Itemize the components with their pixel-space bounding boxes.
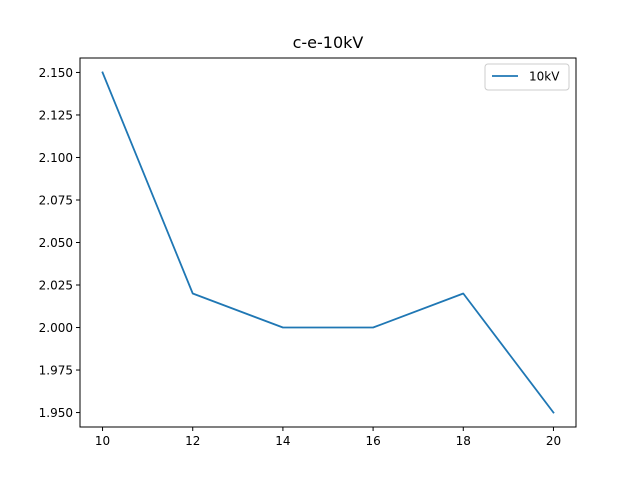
plot-frame [79, 57, 577, 428]
y-axis-ticks: 1.950 1.975 2.000 2.025 2.050 2.075 2.100 2.125… [39, 66, 80, 420]
plot-area [80, 58, 576, 427]
y-tick-label: 2.150 [39, 66, 73, 80]
legend-box [484, 63, 570, 91]
series-line-0 [101, 71, 555, 414]
y-tick-label: 2.000 [39, 321, 73, 335]
series-layer [101, 71, 555, 414]
y-tick-label: 2.025 [39, 279, 73, 293]
x-tick-label: 12 [185, 434, 200, 448]
legend-label-10kv: 10kV [529, 70, 560, 84]
y-tick-label: 2.075 [39, 193, 73, 207]
y-tick-label: 1.975 [39, 364, 73, 378]
x-tick-label: 18 [456, 434, 471, 448]
x-tick-label: 20 [546, 434, 561, 448]
chart-title: c-e-10kV [293, 33, 364, 52]
legend: 10kV [484, 63, 570, 91]
y-tick-label: 2.050 [39, 236, 73, 250]
y-tick-label: 2.100 [39, 151, 73, 165]
y-tick-label: 1.950 [39, 406, 73, 420]
x-tick-label: 14 [275, 434, 290, 448]
y-tick-label: 2.125 [39, 108, 73, 122]
x-tick-label: 16 [365, 434, 380, 448]
x-tick-label: 10 [95, 434, 110, 448]
x-axis-ticks: 10 12 14 16 18 20 [95, 427, 561, 448]
